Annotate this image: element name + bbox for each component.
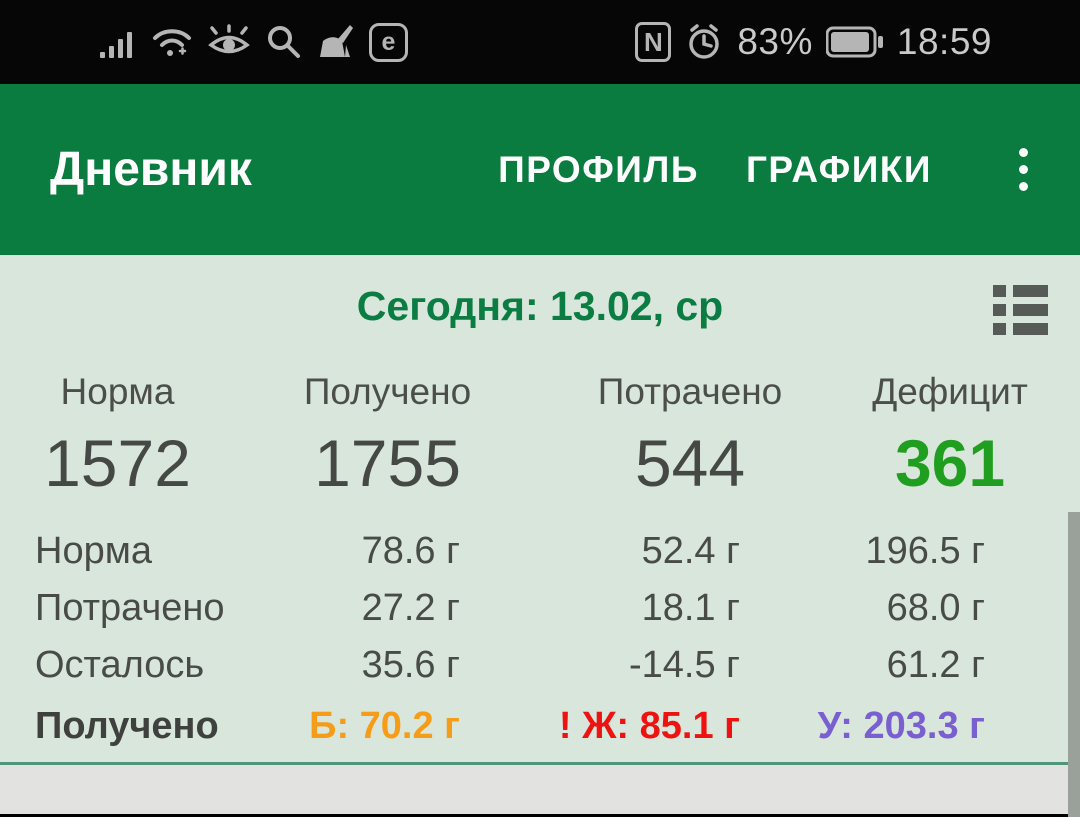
header-received: Получено xyxy=(303,371,472,412)
row-label: Норма xyxy=(35,530,152,572)
status-bar-right: N 83% 18:59 xyxy=(635,21,992,63)
left-fat: -14.5 г xyxy=(628,644,740,686)
signal-strength-icon xyxy=(98,24,138,60)
battery-percent: 83% xyxy=(737,21,813,62)
list-view-icon[interactable] xyxy=(993,285,1048,335)
received-label: Получено xyxy=(35,704,219,747)
calorie-values: 1572 1755 544 361 xyxy=(0,419,1080,507)
calorie-headers: Норма Получено Потрачено Дефицит xyxy=(0,369,1080,415)
spent-carbs: 68.0 г xyxy=(886,587,985,629)
row-label: Осталось xyxy=(35,644,205,686)
header-norm: Норма xyxy=(60,371,175,412)
norm-fat: 52.4 г xyxy=(641,530,740,572)
received-carbs: У: 203.3 г xyxy=(817,704,985,747)
left-carbs: 61.2 г xyxy=(886,644,985,686)
alarm-clock-icon xyxy=(684,22,724,62)
spent-fat: 18.1 г xyxy=(641,587,740,629)
row-label: Потрачено xyxy=(35,587,225,629)
search-icon xyxy=(265,23,303,61)
battery-icon xyxy=(825,26,884,58)
app-bar-actions: ПРОФИЛЬ ГРАФИКИ xyxy=(498,142,1038,197)
left-protein: 35.6 г xyxy=(361,644,460,686)
value-deficit: 361 xyxy=(894,426,1006,500)
tab-charts[interactable]: ГРАФИКИ xyxy=(745,148,932,190)
nutrients-table: Норма 78.6 г 52.4 г 196.5 г Потрачено 27… xyxy=(0,523,1080,694)
header-deficit: Дефицит xyxy=(872,371,1028,412)
nfc-icon: N xyxy=(635,22,672,62)
date-row: Сегодня: 13.02, ср xyxy=(0,255,1080,357)
eset-e-icon: e xyxy=(369,22,408,62)
app-bar: Дневник ПРОФИЛЬ ГРАФИКИ xyxy=(0,84,1080,255)
header-spent: Потрачено xyxy=(597,371,783,412)
date-title[interactable]: Сегодня: 13.02, ср xyxy=(356,282,724,329)
wifi-icon xyxy=(151,24,193,60)
status-bar-left: e xyxy=(98,22,408,62)
received-row: Получено Б: 70.2 г ! Ж: 85.1 г У: 203.3 … xyxy=(0,698,1080,754)
footer-area xyxy=(0,765,1080,814)
norm-protein: 78.6 г xyxy=(361,530,460,572)
page-title: Дневник xyxy=(50,143,252,196)
cleaner-broom-icon xyxy=(316,23,356,61)
received-protein: Б: 70.2 г xyxy=(309,704,460,747)
received-fat: ! Ж: 85.1 г xyxy=(558,704,740,747)
diary-summary-panel: Сегодня: 13.02, ср Норма Получено Потрач… xyxy=(0,255,1080,762)
eye-comfort-icon xyxy=(206,24,252,60)
section-divider xyxy=(0,762,1080,765)
vertical-scrollbar[interactable] xyxy=(1068,512,1080,817)
clock-time: 18:59 xyxy=(896,21,992,62)
status-bar: e N 83% 18:59 xyxy=(0,0,1080,84)
value-spent: 544 xyxy=(634,426,746,500)
value-norm: 1572 xyxy=(44,426,191,500)
value-received: 1755 xyxy=(314,426,461,500)
tab-profile[interactable]: ПРОФИЛЬ xyxy=(498,148,699,190)
norm-carbs: 196.5 г xyxy=(865,530,985,572)
spent-protein: 27.2 г xyxy=(361,587,460,629)
kebab-menu-icon[interactable] xyxy=(1009,142,1038,197)
